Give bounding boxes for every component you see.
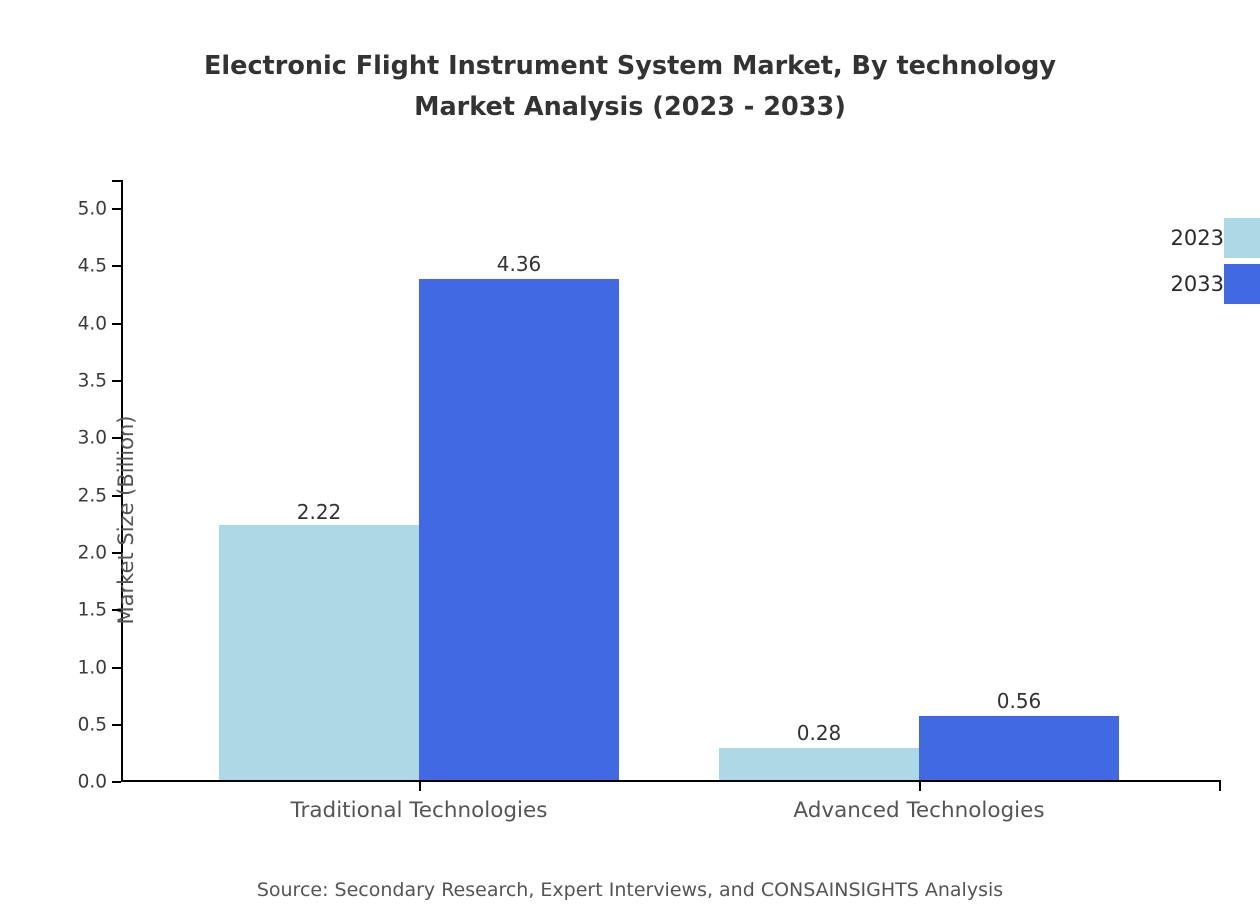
- legend-label-2023: 2023: [1170, 226, 1224, 250]
- y-tick-label-1.5: 1.5: [77, 599, 107, 621]
- y-axis-line: [121, 180, 123, 782]
- y-tick-label-4.5: 4.5: [77, 255, 107, 277]
- y-tick-mark-3.0: [112, 437, 121, 439]
- legend-item-2023[interactable]: 2023: [1135, 218, 1260, 258]
- chart-title: Electronic Flight Instrument System Mark…: [0, 46, 1260, 128]
- bar-value-label-advanced-technologies-2033: 0.56: [996, 689, 1042, 713]
- y-tick-label-3.0: 3.0: [77, 427, 107, 449]
- source-note: Source: Secondary Research, Expert Inter…: [256, 879, 1004, 901]
- y-tick-label-0.0: 0.0: [77, 771, 107, 793]
- bar-traditional-technologies-2023[interactable]: [219, 525, 419, 780]
- y-tick-mark-5.0: [112, 208, 121, 210]
- y-tick-label-2.5: 2.5: [77, 485, 107, 507]
- y-tick-label-1.0: 1.0: [77, 657, 107, 679]
- y-axis-top-tick: [112, 180, 121, 182]
- x-axis-end-tick: [1219, 782, 1221, 791]
- bar-value-label-traditional-technologies-2033: 4.36: [496, 252, 542, 276]
- legend-item-2033[interactable]: 2033: [1135, 264, 1260, 304]
- chart-legend: 2023 2033: [1135, 218, 1260, 304]
- y-tick-label-3.5: 3.5: [77, 370, 107, 392]
- bar-advanced-technologies-2033[interactable]: [919, 716, 1119, 780]
- y-tick-mark-2.0: [112, 552, 121, 554]
- bar-traditional-technologies-2033[interactable]: [419, 279, 619, 780]
- legend-label-2033: 2033: [1170, 272, 1224, 296]
- y-tick-mark-1.0: [112, 667, 121, 669]
- bar-advanced-technologies-2023[interactable]: [719, 748, 919, 780]
- y-tick-label-4.0: 4.0: [77, 313, 107, 335]
- chart-title-line-1: Electronic Flight Instrument System Mark…: [203, 51, 1057, 81]
- x-category-label-traditional-technologies: Traditional Technologies: [290, 798, 548, 823]
- y-tick-mark-0.5: [112, 724, 121, 726]
- x-tick-mark-traditional-technologies: [419, 782, 421, 791]
- legend-swatch-2033: [1224, 264, 1260, 304]
- x-axis-line: [121, 780, 1221, 782]
- y-axis-title: Market Size (Billion): [114, 415, 138, 625]
- y-tick-label-2.0: 2.0: [77, 542, 107, 564]
- y-tick-mark-1.5: [112, 609, 121, 611]
- y-tick-mark-2.5: [112, 495, 121, 497]
- y-tick-mark-3.5: [112, 380, 121, 382]
- y-tick-mark-4.5: [112, 265, 121, 267]
- y-tick-mark-0.0: [112, 781, 121, 783]
- plot-area: Market Size (Billion) 5.0 4.5 4.0 3.5 3.…: [78, 180, 1221, 823]
- x-category-label-advanced-technologies: Advanced Technologies: [793, 798, 1045, 823]
- x-tick-mark-advanced-technologies: [919, 782, 921, 791]
- legend-swatch-2023: [1224, 218, 1260, 258]
- y-tick-mark-4.0: [112, 323, 121, 325]
- bar-value-label-traditional-technologies-2023: 2.22: [296, 500, 342, 524]
- y-tick-label-0.5: 0.5: [77, 714, 107, 736]
- y-tick-label-5.0: 5.0: [77, 198, 107, 220]
- bar-value-label-advanced-technologies-2023: 0.28: [796, 721, 842, 745]
- chart-title-line-2: Market Analysis (2023 - 2033): [414, 92, 846, 122]
